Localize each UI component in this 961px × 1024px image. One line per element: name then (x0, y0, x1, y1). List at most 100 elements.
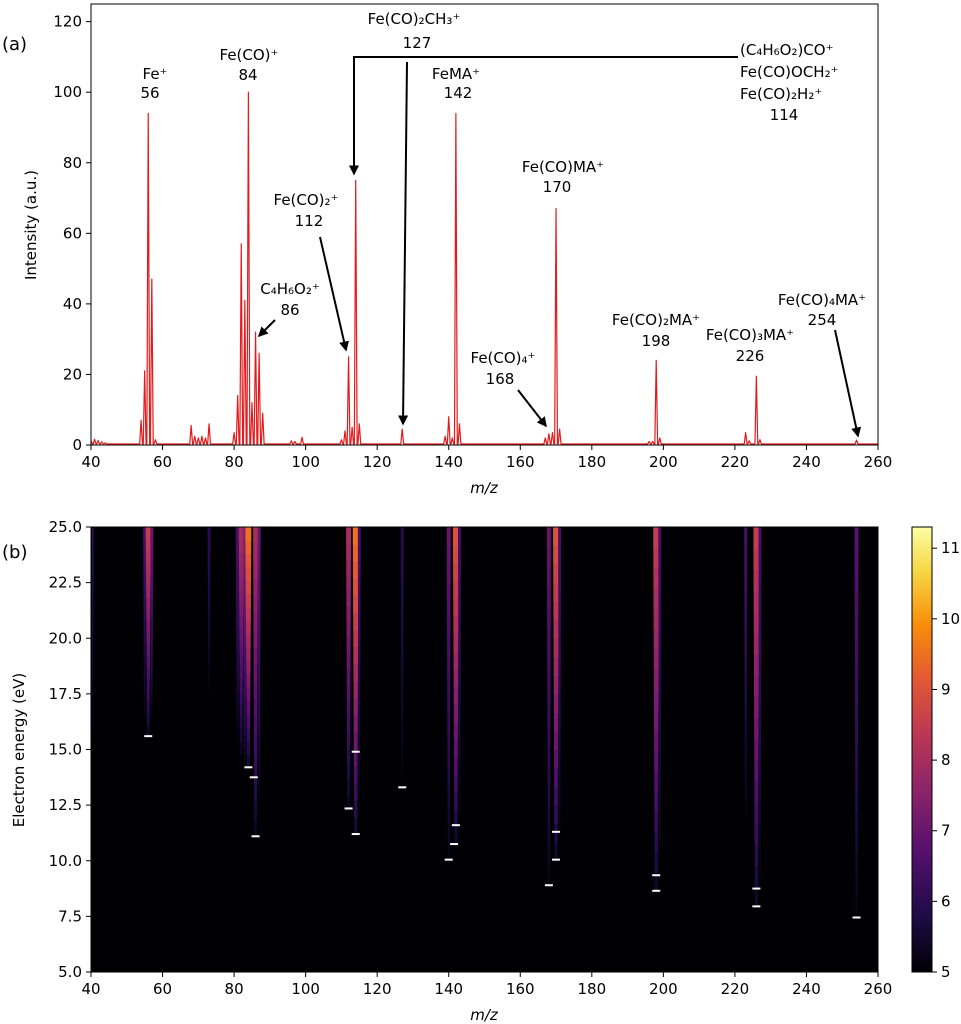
heatmap-cell (236, 609, 240, 622)
panel-b-x-axis-label: m/z (470, 1006, 499, 1024)
annotation-fema: FeMA⁺ 142 (432, 65, 480, 102)
heatmap-cell (358, 779, 361, 795)
heatmap-cell (658, 582, 662, 602)
heatmap-cell (254, 801, 257, 820)
heatmap-cell (400, 599, 404, 615)
heatmap-cell (346, 621, 351, 638)
heatmap-cell (446, 601, 451, 621)
heatmap-cell (258, 690, 261, 706)
heatmap-cell (854, 657, 859, 680)
heatmap-cell (446, 582, 451, 602)
heatmap-cell (854, 592, 859, 615)
heatmap-cell (143, 674, 146, 686)
panel-b: (b) Electron energy (eV) m/z 40 60 80 100 12… (2, 518, 960, 1024)
heatmap-cell (353, 646, 359, 665)
heatmap-cell (146, 643, 151, 656)
heatmap-cell (354, 782, 358, 801)
heatmap-cell (92, 726, 94, 739)
heatmap-cell (353, 765, 358, 784)
heatmap-cell (235, 550, 240, 563)
heatmap-cell (91, 597, 94, 610)
heatmap-cell (207, 591, 211, 602)
heatmap-cell (553, 638, 559, 658)
heatmap-cell (554, 842, 558, 862)
heatmap-cell (855, 875, 858, 898)
heatmap-cell (207, 582, 211, 593)
y-tick-label: 40 (63, 295, 82, 313)
heatmap-cell (401, 743, 404, 759)
heatmap-cell (347, 793, 350, 811)
heatmap-cell (554, 786, 558, 806)
heatmap-cell (358, 705, 361, 721)
heatmap-cell (744, 591, 747, 608)
heatmap-cell (658, 805, 661, 825)
heatmap-cell (855, 853, 858, 876)
heatmap-cell (236, 667, 239, 681)
heatmap-cell (246, 740, 251, 755)
heatmap-cell (547, 646, 551, 667)
heatmap-cell (653, 587, 659, 609)
heatmap-cell (258, 660, 261, 676)
heatmap-cell (253, 716, 258, 734)
heatmap-cell (243, 669, 247, 684)
heatmap-cell (150, 642, 153, 654)
heatmap-cell (854, 635, 859, 659)
heatmap-cell (558, 786, 561, 805)
x-tick-label: 180 (577, 453, 606, 471)
heatmap-cell (754, 759, 759, 782)
heatmap-cell (354, 816, 358, 835)
heatmap-cell (143, 590, 146, 602)
heatmap-cell (658, 768, 661, 788)
colorbar-tick-label: 9 (941, 680, 951, 698)
annotation-mass: 254 (808, 311, 837, 329)
heatmap-cell (145, 561, 151, 575)
panel-a-ticks: 40 60 80 100 120 140 160 180 200 220 240 260 0 20 40 60… (53, 13, 892, 471)
heatmap-cell (558, 700, 561, 718)
heatmap-cell (346, 683, 351, 701)
heatmap-cell (243, 682, 247, 697)
panel-b-frame (90, 526, 879, 973)
heatmap-cell (658, 601, 662, 621)
heatmap-cell (238, 552, 244, 566)
heatmap-cell (236, 644, 240, 657)
x-tick-label: 200 (649, 980, 678, 998)
heatmap-cell (658, 564, 662, 584)
annotation-fe-co: Fe(CO)⁺ 84 (220, 46, 279, 84)
heatmap-cell (855, 744, 858, 767)
heatmap-cell (753, 569, 760, 592)
heatmap-cell (458, 559, 461, 576)
heatmap-cell (207, 545, 211, 556)
colorbar-tick-label: 8 (941, 751, 951, 769)
heatmap-cell (146, 596, 151, 609)
heatmap-cell (357, 571, 361, 587)
heatmap-cell (151, 705, 153, 717)
heatmap-cell (238, 539, 244, 553)
heatmap-cell (400, 613, 404, 629)
heatmap-cell (207, 573, 211, 584)
heatmap-cell (258, 749, 260, 765)
x-tick-label: 160 (506, 453, 535, 471)
colorbar-tick-label: 11 (941, 539, 960, 557)
heatmap-cell (92, 632, 94, 646)
heatmap-cell (447, 786, 450, 806)
heatmap-cell (658, 712, 661, 732)
heatmap-cell (236, 726, 239, 739)
heatmap-cell (207, 564, 211, 574)
heatmap-cell (357, 586, 361, 602)
heatmap-cell (346, 636, 351, 654)
heatmap-cell (239, 703, 243, 717)
heatmap-cell (554, 768, 558, 788)
annotation-label: C₄H₆O₂⁺ (260, 280, 320, 298)
heatmap-cell (258, 779, 260, 795)
heatmap-cell (146, 678, 150, 691)
heatmap-cell (547, 606, 551, 628)
heatmap-cell (754, 738, 759, 761)
heatmap-cell (547, 686, 551, 707)
heatmap-cell (207, 601, 211, 612)
arrow-112 (319, 236, 349, 352)
heatmap-cell (553, 582, 559, 602)
heatmap-cell (243, 591, 247, 606)
annotation-mass: 142 (444, 84, 473, 102)
heatmap-cell (855, 722, 859, 746)
x-tick-label: 60 (153, 453, 172, 471)
